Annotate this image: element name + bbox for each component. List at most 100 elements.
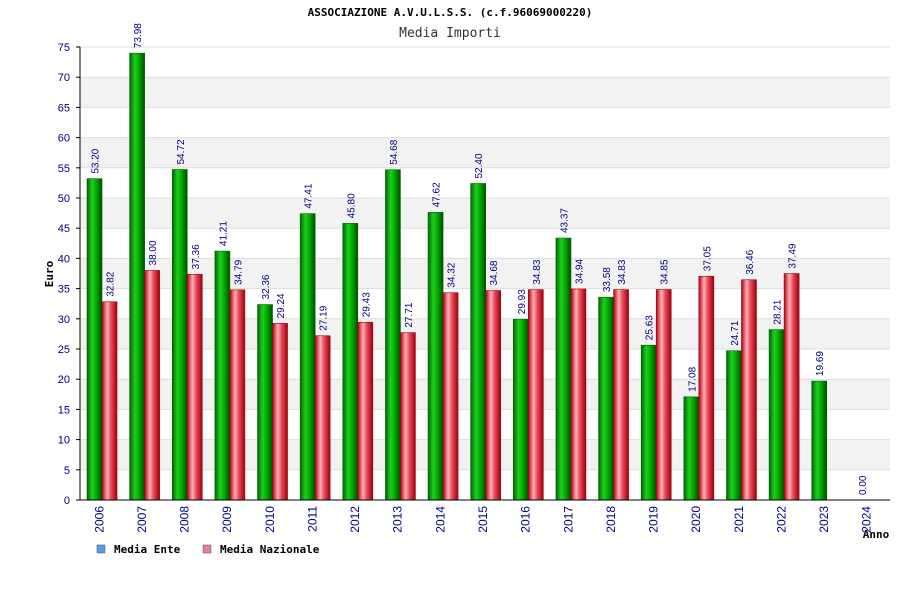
y-tick-label: 25 — [58, 344, 70, 356]
value-label: 45.80 — [346, 193, 357, 218]
value-label: 54.68 — [389, 139, 400, 164]
y-tick-label: 75 — [58, 42, 70, 54]
x-tick-label: 2020 — [689, 506, 703, 533]
x-tick-label: 2014 — [433, 506, 447, 533]
y-tick-label: 55 — [58, 163, 70, 175]
bar-media-ente-2022 — [768, 329, 785, 501]
legend-swatch-media-ente — [96, 544, 106, 554]
bar-media-ente-2020 — [683, 396, 700, 501]
chart-subtitle: Media Importi — [399, 26, 501, 41]
bar-media-nazionale-2011 — [314, 335, 331, 501]
value-label: 54.72 — [176, 139, 187, 164]
bar-media-nazionale-2007 — [144, 270, 160, 501]
bar-media-ente-2015 — [470, 183, 486, 501]
x-tick-label: 2013 — [391, 506, 405, 533]
bar-media-ente-2007 — [129, 52, 145, 501]
value-label: 27.19 — [319, 305, 330, 330]
value-label: 28.21 — [773, 299, 784, 324]
value-label: 29.24 — [276, 293, 287, 318]
y-tick-label: 15 — [58, 404, 70, 416]
bar-media-nazionale-2021 — [741, 279, 757, 501]
value-label: 38.00 — [148, 240, 159, 265]
y-tick-label: 35 — [58, 284, 70, 296]
bar-media-ente-2009 — [214, 250, 231, 501]
value-label: 17.08 — [687, 366, 698, 391]
x-tick-label: 2010 — [263, 506, 277, 533]
bar-media-nazionale-2016 — [528, 289, 544, 501]
value-label: 47.41 — [304, 183, 315, 208]
x-tick-label: 2008 — [178, 506, 192, 533]
value-label: 34.83 — [532, 259, 543, 284]
bar-media-nazionale-2020 — [698, 275, 715, 501]
bar-media-ente-2006 — [86, 178, 103, 501]
bar-media-ente-2011 — [299, 213, 316, 501]
x-tick-label: 2022 — [774, 506, 788, 533]
y-tick-label: 5 — [64, 465, 70, 477]
y-axis-ticks: 0 5 10 15 20 25 30 35 40 45 50 55 60 65 70 75 — [58, 42, 80, 507]
bar-media-nazionale-2012 — [357, 321, 374, 501]
y-tick-label: 20 — [58, 374, 70, 386]
x-axis-title: Anno — [863, 528, 890, 541]
x-tick-label: 2023 — [817, 506, 831, 533]
y-tick-label: 30 — [58, 314, 70, 326]
bar-media-nazionale-2006 — [101, 301, 118, 501]
plot-band — [80, 77, 890, 108]
value-label: 33.58 — [602, 267, 613, 292]
y-tick-label: 10 — [58, 435, 70, 447]
value-label: 34.85 — [660, 259, 671, 284]
value-label: 29.93 — [517, 289, 528, 314]
x-tick-label: 2007 — [135, 506, 149, 533]
bar-media-ente-2023 — [811, 380, 828, 501]
value-label: 34.32 — [447, 262, 458, 287]
bar-media-nazionale-2019 — [655, 289, 672, 501]
value-label: 43.37 — [559, 208, 570, 233]
value-label: 24.71 — [730, 320, 741, 345]
x-axis-ticks: 2006 2007 2008 2009 2010 2011 2012 2013 2014 2015… — [92, 506, 873, 533]
value-label: 34.94 — [574, 258, 585, 283]
y-tick-label: 40 — [58, 253, 70, 265]
y-tick-label: 70 — [58, 72, 70, 84]
bar-media-nazionale-2008 — [186, 274, 203, 501]
x-tick-label: 2021 — [732, 506, 746, 533]
y-tick-label: 60 — [58, 133, 70, 145]
bar-media-ente-2019 — [640, 344, 657, 501]
bar-media-ente-2013 — [385, 169, 401, 501]
plot-band — [80, 47, 890, 78]
bar-media-ente-2014 — [427, 212, 444, 501]
bar-media-ente-2012 — [342, 223, 359, 501]
bar-media-nazionale-2015 — [485, 290, 501, 501]
x-tick-label: 2024 — [860, 506, 874, 533]
value-label: 53.20 — [91, 148, 102, 173]
x-tick-label: 2006 — [92, 506, 106, 533]
bar-media-ente-2008 — [171, 169, 188, 501]
bar-media-nazionale-2018 — [613, 289, 629, 501]
value-label: 47.62 — [432, 182, 443, 207]
value-label: 36.46 — [745, 249, 756, 274]
bar-media-ente-2016 — [513, 318, 529, 501]
value-label: 27.71 — [404, 302, 415, 327]
y-tick-label: 65 — [58, 102, 70, 114]
legend: Media Ente Media Nazionale — [96, 543, 320, 556]
x-tick-label: 2011 — [305, 506, 319, 532]
value-labels: 53.20 32.82 73.98 38.00 54.72 37.36 41.21 34.79… — [91, 23, 869, 495]
y-axis-title: Euro — [43, 260, 56, 287]
y-tick-label: 50 — [58, 193, 70, 205]
value-label: 41.21 — [218, 221, 229, 246]
value-label: 34.83 — [617, 259, 628, 284]
value-label: 37.05 — [702, 246, 713, 271]
value-label: 52.40 — [474, 153, 485, 178]
value-label: 37.49 — [788, 243, 799, 268]
value-label: 0.00 — [858, 475, 869, 495]
legend-label-media-nazionale: Media Nazionale — [220, 543, 320, 556]
value-label: 32.36 — [261, 274, 272, 299]
value-label: 29.43 — [361, 292, 372, 317]
bar-media-ente-2010 — [257, 304, 273, 501]
value-label: 32.82 — [106, 271, 117, 296]
x-tick-label: 2019 — [647, 506, 661, 533]
y-tick-label: 0 — [64, 495, 70, 507]
legend-label-media-ente: Media Ente — [114, 543, 181, 556]
bar-media-ente-2021 — [726, 350, 742, 501]
bar-media-nazionale-2009 — [229, 289, 246, 501]
value-label: 73.98 — [133, 23, 144, 48]
